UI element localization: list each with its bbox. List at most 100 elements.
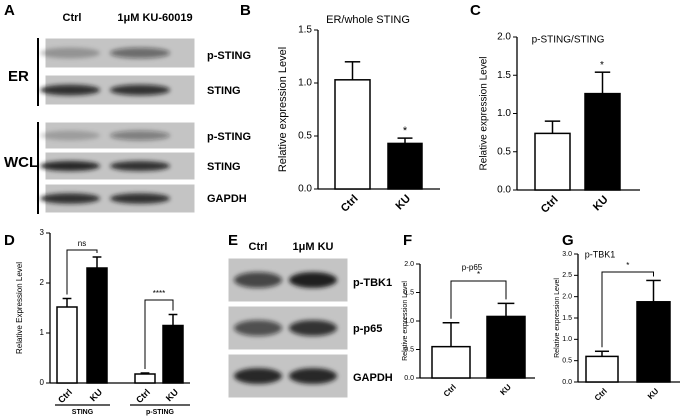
blot-band	[110, 84, 170, 96]
chart-title: p-TBK1	[585, 249, 616, 259]
x-tick-label: Ctrl	[442, 383, 458, 399]
panel-letter: C	[470, 2, 481, 19]
y-tick-label: 2	[40, 278, 45, 287]
significance-bracket	[66, 249, 98, 295]
y-axis-label: Relative Expression Level	[15, 262, 24, 354]
bar	[334, 79, 371, 190]
y-tick-label: 0.0	[298, 184, 312, 195]
lane-label: Ctrl	[63, 12, 82, 24]
blot-band	[234, 272, 282, 288]
blot-band	[40, 160, 100, 172]
lane-label: 1μM KU	[293, 241, 334, 253]
row-label: GAPDH	[207, 193, 247, 205]
row-label: STING	[207, 161, 241, 173]
row-label: p-TBK1	[353, 277, 392, 289]
bar	[162, 324, 184, 384]
annotation: *	[600, 60, 604, 71]
y-tick-label: 1.0	[562, 336, 572, 343]
bar	[134, 373, 156, 384]
y-tick-label: 0.5	[298, 131, 312, 142]
blot-band	[40, 84, 100, 96]
row-label: p-STING	[207, 131, 251, 143]
y-tick-label: 1.0	[497, 108, 511, 119]
annotation: ns	[78, 239, 86, 248]
blot-band	[40, 193, 100, 204]
y-tick-label: 0.5	[497, 146, 511, 157]
annotation: *	[403, 125, 408, 137]
blot-band	[289, 320, 337, 336]
row-label: p-p65	[353, 323, 382, 335]
significance-bracket	[601, 271, 654, 348]
y-tick-label: 2.0	[562, 294, 572, 301]
y-tick-label: 0	[40, 378, 45, 387]
x-tick-label: KU	[498, 382, 513, 397]
y-tick-label: 0.0	[497, 185, 511, 196]
x-tick-label: KU	[88, 387, 104, 403]
y-tick-label: 0.0	[562, 379, 572, 386]
blot-band	[234, 320, 282, 336]
blot-band	[234, 368, 282, 384]
blot-band	[110, 193, 170, 204]
y-tick-label: 1.5	[298, 25, 312, 36]
panel-letter: E	[228, 232, 238, 249]
lane-label: 1μM KU-60019	[117, 12, 192, 24]
y-axis-label: Relative expression Level	[554, 278, 561, 358]
row-label: GAPDH	[353, 372, 393, 384]
blot-band	[40, 47, 100, 59]
y-tick-label: 3.0	[562, 251, 572, 258]
chart: Fp-p65 Relative expression Level 0.0 0.5 1.0…	[402, 232, 535, 399]
chart: B ER/whole STING Relative expression Level…	[240, 2, 440, 215]
y-tick-label: 1.5	[404, 289, 414, 296]
x-tick-label: KU	[646, 386, 661, 401]
x-tick-label: Ctrl	[593, 387, 609, 403]
y-tick-label: 1.5	[497, 70, 511, 81]
bar	[585, 355, 619, 383]
y-tick-label: 1.5	[562, 315, 572, 322]
x-tick-label: KU	[591, 194, 611, 214]
bar	[534, 132, 571, 191]
chart-title: ER/whole STING	[326, 14, 410, 26]
chart: Cp-STING/STING Relative expression Level 0…	[470, 2, 640, 216]
annotation: ****	[153, 289, 165, 298]
blot-band	[110, 47, 170, 59]
y-tick-label: 1.0	[298, 78, 312, 89]
y-axis-label: Relative expression Level	[479, 57, 490, 171]
group-label: p-STING	[146, 409, 175, 416]
bar	[636, 301, 671, 383]
significance-bracket	[144, 299, 174, 369]
y-tick-label: 1	[40, 328, 45, 337]
bar	[486, 315, 526, 379]
y-tick-label: 2.5	[562, 272, 572, 279]
blots: A Ctrl 1μM KU-60019 ER WCL p-STING STING…	[4, 2, 393, 399]
x-tick-label: Ctrl	[539, 194, 561, 216]
panel-letter: G	[562, 232, 574, 249]
y-tick-label: 1.0	[404, 318, 414, 325]
group-label: ER	[8, 68, 29, 85]
y-tick-label: 2.0	[404, 261, 414, 268]
group-label: STING	[72, 409, 94, 416]
chart: D Relative Expression Level 0 1 2 3 Ctrl KU Ctrl…	[4, 228, 190, 416]
x-tick-label: Ctrl	[339, 193, 361, 215]
y-tick-label: 0.5	[404, 346, 414, 353]
x-tick-label: KU	[393, 193, 413, 213]
y-axis-label: Relative expression Level	[277, 47, 289, 172]
blot-band	[110, 130, 170, 141]
y-tick-label: 2.0	[497, 32, 511, 43]
row-label: STING	[207, 85, 241, 97]
chart-title: p-p65	[462, 263, 483, 272]
x-tick-label: Ctrl	[56, 387, 74, 405]
chart-title: p-STING/STING	[532, 35, 605, 46]
significance-bracket	[450, 280, 507, 319]
y-tick-label: 0.5	[562, 358, 572, 365]
annotation: *	[477, 270, 480, 279]
lane-label: Ctrl	[249, 241, 268, 253]
panel-letter: D	[4, 232, 15, 249]
panel-letter: B	[240, 2, 251, 19]
bar	[387, 142, 423, 190]
group-label: WCL	[4, 154, 38, 171]
panel-letter: A	[4, 2, 15, 19]
x-tick-label: Ctrl	[134, 387, 152, 405]
bar	[56, 306, 78, 384]
y-axis-label: Relative expression Level	[402, 281, 409, 361]
